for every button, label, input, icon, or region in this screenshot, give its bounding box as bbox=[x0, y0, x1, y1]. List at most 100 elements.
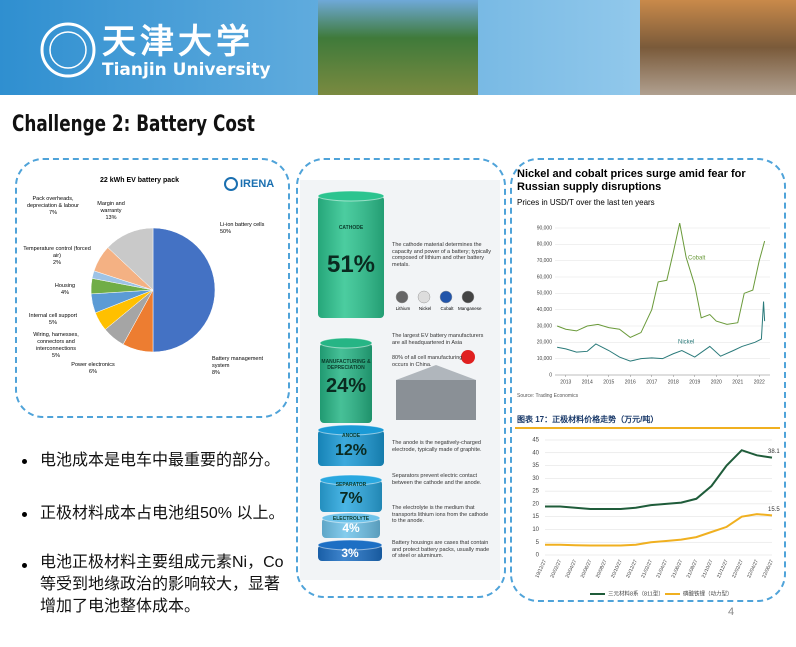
y-tick-label: 40,000 bbox=[537, 307, 553, 313]
battery-cap bbox=[319, 474, 383, 486]
y-tick-label: 20,000 bbox=[537, 340, 553, 346]
y-tick-label: 20 bbox=[532, 501, 539, 507]
bullet-text: 正极材料成本占电池组50% 以上。 bbox=[40, 505, 285, 522]
x-tick-label: 2019 bbox=[689, 379, 700, 385]
pie-slice bbox=[107, 227, 154, 291]
metal-icon bbox=[461, 290, 475, 304]
y-tick-label: 40 bbox=[532, 450, 539, 456]
x-tick-label: 2015 bbox=[603, 379, 614, 385]
segment-name: MANUFACTURING & DEPRECIATION bbox=[321, 359, 371, 371]
battery-cap bbox=[321, 512, 381, 524]
metal-icon bbox=[417, 290, 431, 304]
logo-emblem bbox=[40, 22, 96, 78]
pie-value: 50% bbox=[220, 229, 232, 235]
metal-label: Cobalt bbox=[440, 306, 454, 311]
pie-slice bbox=[152, 227, 216, 353]
pie-title: 22 kWh EV battery pack bbox=[100, 177, 179, 184]
x-tick-label: 2017 bbox=[646, 379, 657, 385]
pie-value: 4% bbox=[61, 290, 69, 296]
pie-category: Li-ion battery cells bbox=[220, 222, 265, 228]
pie-category: Battery management system bbox=[212, 356, 264, 369]
metal-label: Manganese bbox=[458, 306, 482, 311]
pie-value: 5% bbox=[52, 353, 60, 359]
y-tick-label: 80,000 bbox=[537, 242, 553, 248]
y-tick-label: 60,000 bbox=[537, 274, 553, 280]
y-tick-label: 25 bbox=[532, 489, 539, 495]
logo-emblem bbox=[49, 31, 87, 69]
y-tick-label: 5 bbox=[536, 540, 540, 546]
pie-category: Wiring, harnesses, connectors and interc… bbox=[33, 332, 79, 352]
metal-icon bbox=[439, 290, 453, 304]
price-line bbox=[556, 222, 766, 339]
y-tick-label: 90,000 bbox=[537, 225, 553, 231]
battery-shade bbox=[318, 430, 384, 466]
y-tick-label: 0 bbox=[549, 372, 552, 378]
slide-title: Challenge 2: Battery Cost bbox=[12, 112, 255, 137]
series-label: Nickel bbox=[678, 340, 694, 346]
bullet bbox=[22, 563, 27, 568]
chart-subtitle: Prices in USD/T over the last ten years bbox=[517, 198, 655, 207]
y-tick-label: 10,000 bbox=[537, 356, 553, 362]
irena-logo bbox=[224, 177, 238, 191]
pie-label: Internal cell support 5% bbox=[18, 313, 88, 327]
battery-cap bbox=[317, 424, 385, 436]
end-label: 15.5 bbox=[768, 507, 780, 513]
campus-photo bbox=[640, 0, 796, 95]
battery-shade bbox=[320, 343, 372, 423]
campus-photo bbox=[318, 0, 478, 95]
battery-cap bbox=[319, 337, 373, 349]
factory-icon bbox=[396, 365, 476, 380]
pie-category: Margin and warranty bbox=[97, 201, 125, 214]
china-note: 80% of all cell manufacturing occurs in … bbox=[392, 355, 463, 368]
pie-source: IRENA bbox=[240, 178, 275, 190]
battery-cap bbox=[317, 539, 383, 551]
factory-icon bbox=[396, 380, 476, 420]
pie-category: Internal cell support bbox=[29, 313, 77, 319]
bullet-text: 电池成本是电车中最重要的部分。 bbox=[40, 452, 281, 469]
battery-shade bbox=[320, 480, 382, 512]
x-tick-label: 2018 bbox=[668, 379, 679, 385]
segment-share: 4% bbox=[342, 521, 360, 535]
pie-value: 5% bbox=[49, 320, 57, 326]
pie-category: Temperature control (forced air) bbox=[23, 246, 91, 259]
pie-label: Li-ion battery cells 50% bbox=[220, 222, 282, 236]
pie-category: Housing bbox=[54, 283, 76, 289]
battery-shade bbox=[318, 196, 384, 318]
segment-share: 51% bbox=[326, 251, 376, 279]
pie-label: Battery management system 8% bbox=[212, 356, 267, 377]
x-tick-label: 2022 bbox=[754, 379, 765, 385]
pie-label: Pack overheads, depreciation & labour 7% bbox=[22, 196, 84, 217]
y-tick-label: 35 bbox=[532, 463, 539, 469]
x-tick-label: 2013 bbox=[560, 379, 571, 385]
price-panel bbox=[510, 158, 786, 602]
battery-cap bbox=[317, 190, 385, 202]
chart-title: Nickel and cobalt prices surge amid fear… bbox=[517, 168, 746, 193]
pie-category: Power electronics bbox=[71, 362, 115, 368]
segment-text: Separators prevent electric contact betw… bbox=[392, 473, 482, 486]
x-tick-label: 2014 bbox=[582, 379, 593, 385]
segment-name: CATHODE bbox=[338, 224, 364, 231]
y-tick-label: 10 bbox=[532, 527, 539, 533]
segment-share: 3% bbox=[341, 545, 359, 560]
pie-label: Temperature control (forced air) 2% bbox=[22, 246, 92, 267]
segment-share: 7% bbox=[339, 489, 363, 507]
segment-text: The anode is the negatively-charged elec… bbox=[392, 440, 482, 453]
legend-label: 磷酸铁锂（动力型） bbox=[683, 589, 733, 597]
segment-text: Battery housings are cases that contain … bbox=[392, 540, 490, 559]
x-tick-label: 2021 bbox=[732, 379, 743, 385]
series-label: Cobalt bbox=[688, 256, 706, 262]
price-line bbox=[545, 449, 773, 510]
battery-shade bbox=[322, 518, 380, 538]
segment-text: The cathode material determines the capa… bbox=[392, 242, 492, 268]
x-tick-label: 2020 bbox=[711, 379, 722, 385]
bullet bbox=[22, 459, 27, 464]
pie-label: Wiring, harnesses, connectors and interc… bbox=[22, 332, 90, 360]
metal-icon bbox=[395, 290, 409, 304]
x-tick-label: 2016 bbox=[625, 379, 636, 385]
pie-value: 6% bbox=[89, 369, 97, 375]
pie-label: Housing 4% bbox=[40, 283, 90, 297]
y-tick-label: 0 bbox=[536, 553, 540, 559]
segment-name: ELECTROLYTE bbox=[332, 516, 370, 522]
